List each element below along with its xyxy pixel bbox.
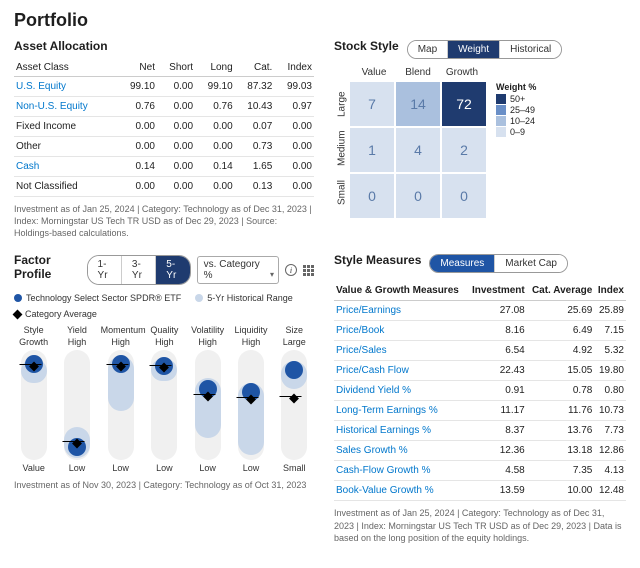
asset-allocation-title: Asset Allocation (14, 39, 314, 53)
stylebox-cell: 0 (396, 174, 440, 218)
table-row: Dividend Yield %0.910.780.80 (334, 381, 626, 401)
stylebox-cell: 72 (442, 82, 486, 126)
table-row: Long-Term Earnings %11.1711.7610.73 (334, 401, 626, 421)
sm-col: Investment (467, 281, 527, 301)
legend-row: 10–24 (496, 116, 536, 126)
sm-col: Value & Growth Measures (334, 281, 467, 301)
tab-historical[interactable]: Historical (499, 41, 561, 58)
aa-col: Short (157, 59, 195, 77)
legend-etf: Technology Select Sector SPDR® ETF (26, 293, 181, 303)
style-measures-title: Style Measures (334, 253, 421, 267)
factor-quality: QualityHighLow (145, 325, 184, 473)
factor-size: SizeLargeSmall (275, 325, 314, 473)
sm-col: Cat. Average (527, 281, 595, 301)
stylebox-cell: 2 (442, 128, 486, 172)
tab-1-yr[interactable]: 1-Yr (88, 256, 121, 284)
table-row: Other0.000.000.000.730.00 (14, 137, 314, 157)
vs-category-select[interactable]: vs. Category % (197, 256, 279, 284)
asset-allocation-section: Asset Allocation Asset ClassNetShortLong… (14, 39, 314, 239)
stylebox-cell: 14 (396, 82, 440, 126)
style-measures-section: Style Measures MeasuresMarket Cap Value … (334, 253, 626, 543)
factor-profile-section: Factor Profile 1-Yr3-Yr5-Yr vs. Category… (14, 253, 314, 543)
weight-legend: Weight % 50+25–4910–240–9 (496, 82, 536, 138)
legend-row: 25–49 (496, 105, 536, 115)
tab-market-cap[interactable]: Market Cap (494, 255, 567, 272)
table-row: U.S. Equity99.100.0099.1087.3299.03 (14, 77, 314, 97)
tab-map[interactable]: Map (408, 41, 447, 58)
tab-3-yr[interactable]: 3-Yr (121, 256, 155, 284)
table-row: Cash-Flow Growth %4.587.354.13 (334, 461, 626, 481)
stylebox-col-label: Blend (396, 67, 440, 78)
table-row: Price/Earnings27.0825.6925.89 (334, 301, 626, 321)
factor-profile-title: Factor Profile (14, 253, 81, 281)
aa-col: Cat. (235, 59, 275, 77)
aa-col: Asset Class (14, 59, 117, 77)
stylebox-cell: 7 (350, 82, 394, 126)
legend-cat: Category Average (25, 309, 97, 319)
stylebox-row-label: Small (334, 170, 350, 214)
period-tabs: 1-Yr3-Yr5-Yr (87, 255, 191, 285)
factor-momentum: MomentumHighLow (101, 325, 141, 473)
stylebox-cell: 1 (350, 128, 394, 172)
aa-col: Net (117, 59, 157, 77)
style-box-grid: 71472142000 (350, 82, 486, 218)
tab-weight[interactable]: Weight (447, 41, 499, 58)
table-row: Price/Sales6.544.925.32 (334, 341, 626, 361)
stock-style-section: Stock Style MapWeightHistorical ValueBle… (334, 39, 626, 239)
table-row: Sales Growth %12.3613.1812.86 (334, 441, 626, 461)
stock-style-title: Stock Style (334, 39, 399, 53)
table-row: Historical Earnings %8.3713.767.73 (334, 421, 626, 441)
grid-icon[interactable] (303, 265, 314, 276)
factor-style: StyleGrowthValue (14, 325, 53, 473)
asset-allocation-table: Asset ClassNetShortLongCat.Index U.S. Eq… (14, 59, 314, 197)
table-row: Fixed Income0.000.000.000.070.00 (14, 117, 314, 137)
stylebox-col-label: Growth (440, 67, 484, 78)
sm-col: Index (594, 281, 626, 301)
table-row: Non-U.S. Equity0.760.000.7610.430.97 (14, 97, 314, 117)
stylebox-cell: 0 (350, 174, 394, 218)
tab-measures[interactable]: Measures (430, 255, 494, 272)
stylebox-row-label: Large (334, 82, 350, 126)
legend-range: 5-Yr Historical Range (207, 293, 293, 303)
tab-5-yr[interactable]: 5-Yr (155, 256, 189, 284)
table-row: Book-Value Growth %13.5910.0012.48 (334, 481, 626, 501)
legend-row: 50+ (496, 94, 536, 104)
aa-col: Long (195, 59, 235, 77)
factor-profile-footnote: Investment as of Nov 30, 2023 | Category… (14, 479, 314, 491)
stylebox-cell: 0 (442, 174, 486, 218)
info-icon[interactable]: i (285, 264, 297, 276)
factor-volatility: VolatilityHighLow (188, 325, 227, 473)
stylebox-col-label: Value (352, 67, 396, 78)
table-row: Price/Cash Flow22.4315.0519.80 (334, 361, 626, 381)
aa-col: Index (274, 59, 314, 77)
factor-liquidity: LiquidityHighLow (231, 325, 270, 473)
style-measures-footnote: Investment as of Jan 25, 2024 | Category… (334, 507, 626, 543)
table-row: Not Classified0.000.000.000.130.00 (14, 177, 314, 197)
stock-style-tabs: MapWeightHistorical (407, 40, 563, 59)
factor-yield: YieldHighLow (57, 325, 96, 473)
page-title: Portfolio (14, 10, 626, 31)
asset-allocation-footnote: Investment as of Jan 25, 2024 | Category… (14, 203, 314, 239)
style-measures-table: Value & Growth MeasuresInvestmentCat. Av… (334, 281, 626, 501)
style-measures-tabs: MeasuresMarket Cap (429, 254, 568, 273)
stylebox-row-label: Medium (334, 126, 350, 170)
table-row: Cash0.140.000.141.650.00 (14, 157, 314, 177)
table-row: Price/Book8.166.497.15 (334, 321, 626, 341)
legend-row: 0–9 (496, 127, 536, 137)
stylebox-cell: 4 (396, 128, 440, 172)
